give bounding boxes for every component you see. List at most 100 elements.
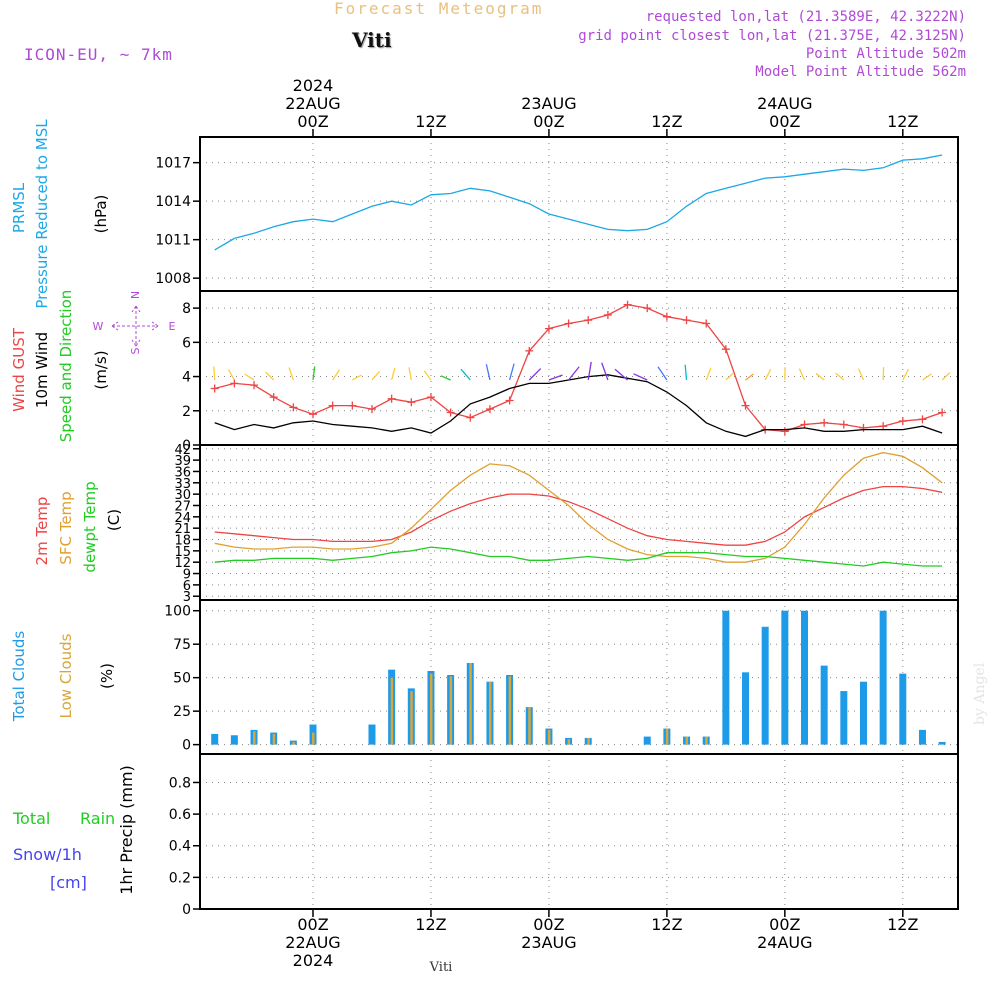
gust-marker — [348, 401, 357, 410]
gust-marker — [426, 393, 435, 402]
gridlines — [200, 137, 958, 910]
total-clouds-label: Total Clouds — [10, 631, 28, 723]
wind-direction-arrow — [684, 364, 688, 381]
model-name: ICON-EU, ~ 7km — [24, 45, 173, 64]
wind-direction-arrow — [587, 361, 592, 381]
y-tick-label: 3 — [183, 590, 191, 605]
y-tick-label: 1008 — [155, 271, 191, 287]
gust-marker — [584, 316, 593, 325]
gust-marker — [859, 423, 868, 432]
y-tick-label: 6 — [183, 579, 191, 594]
low-cloud-bar — [469, 662, 472, 745]
wind-direction-arrow — [902, 368, 910, 381]
wind-direction-arrow — [288, 367, 294, 381]
gust-marker — [289, 403, 298, 412]
gust-marker — [367, 405, 376, 414]
y-tick-label: 12 — [174, 556, 191, 571]
y-tick-label: 1014 — [155, 194, 191, 210]
compass-e: E — [169, 320, 176, 333]
y-tick-label: 6 — [182, 335, 191, 351]
y-tick-label: 0.4 — [169, 839, 191, 855]
bottom-date-label: 22AUG — [285, 933, 340, 952]
gust-marker — [938, 408, 947, 417]
top-hour-label: 12Z — [415, 112, 446, 131]
y-tick-label: 0 — [182, 438, 191, 454]
total-cloud-bar — [840, 691, 848, 745]
y-tick-label: 9 — [183, 568, 191, 583]
top-hour-label: 12Z — [887, 112, 918, 131]
low-cloud-bar — [528, 707, 531, 745]
y-tick-label: 0.8 — [169, 775, 191, 791]
y-tick-label: 50 — [173, 671, 191, 687]
top-date-label: 22AUG — [285, 94, 340, 113]
y-tick-label: 21 — [174, 522, 191, 537]
panel-frame-pressure — [199, 136, 959, 292]
series-layer — [200, 154, 958, 910]
tsfc-label: SFC Temp — [57, 491, 75, 564]
snow-label: Snow/1h — [13, 845, 82, 864]
y-tick-label: 1011 — [155, 233, 191, 249]
total-cloud-bar — [722, 610, 730, 745]
y-tick-label: 27 — [174, 499, 191, 514]
wind-direction-arrow — [352, 374, 362, 381]
bottom-hour-label: 00Z — [769, 915, 800, 934]
y-tick-label: 30 — [174, 488, 191, 503]
gust-marker — [250, 381, 259, 390]
bottom-hour-label: 00Z — [533, 915, 564, 934]
low-cloud-bar — [429, 673, 433, 745]
bottom-year-label: 2024 — [293, 951, 334, 970]
rain-label: Rain — [80, 809, 115, 828]
gust-marker — [918, 415, 927, 424]
y-tick-label: 0.2 — [169, 870, 191, 886]
gust-marker — [525, 346, 534, 355]
wind-direction-arrow — [705, 367, 712, 381]
total-cloud-bar — [859, 681, 867, 745]
wind-direction-arrow — [633, 373, 648, 381]
bottom-hour-label: 12Z — [651, 915, 682, 934]
footer-location: Viti — [429, 960, 453, 975]
gust-marker — [564, 319, 573, 328]
gust-marker — [662, 312, 671, 321]
requested-coords: requested lon,lat (21.3589E, 42.3222N) — [645, 9, 966, 25]
low-cloud-bar — [292, 741, 295, 745]
pressure-unit: (hPa) — [92, 195, 110, 234]
y-tick-label: 0 — [182, 738, 191, 754]
gust-marker — [269, 393, 278, 402]
model-point-altitude: Model Point Altitude 562m — [755, 64, 966, 80]
total-cloud-bar — [820, 665, 828, 745]
gust-marker — [544, 324, 553, 333]
gust-marker — [387, 394, 396, 403]
panel-frame-temperature — [199, 444, 959, 601]
wind-direction-arrow — [941, 372, 951, 381]
low-cloud-bar — [488, 681, 492, 745]
gust-marker — [643, 304, 652, 313]
wind-direction-arrow — [922, 373, 932, 381]
gust-marker — [623, 300, 632, 309]
gust-marker — [328, 401, 337, 410]
y-tick-label: 25 — [173, 704, 191, 720]
series-line-sfc-temp — [214, 451, 943, 563]
low-cloud-bar — [547, 729, 551, 745]
y-tick-label: 4 — [182, 370, 191, 386]
gust-marker — [839, 420, 848, 429]
y-tick-label: 0 — [182, 902, 191, 918]
gust-marker — [800, 420, 809, 429]
gust-marker — [603, 310, 612, 319]
gust-marker — [898, 417, 907, 426]
total-cloud-bar — [879, 610, 887, 745]
wind-direction-arrow — [423, 370, 432, 381]
wind-direction-arrow — [548, 374, 563, 381]
y-tick-label: 15 — [174, 545, 191, 560]
y-tick-label: 75 — [173, 637, 191, 653]
total-cloud-bar — [230, 735, 238, 745]
panel-frames — [193, 129, 959, 917]
watermark: by Angel — [972, 662, 988, 725]
location-title: Viti — [352, 28, 392, 52]
low-cloud-bar — [665, 728, 669, 745]
gust-marker — [702, 319, 711, 328]
y-tick-label: 0.6 — [169, 807, 191, 823]
y-tick-label: 42 — [174, 443, 191, 458]
wind-direction-arrow — [815, 372, 825, 381]
gust-marker — [446, 408, 455, 417]
